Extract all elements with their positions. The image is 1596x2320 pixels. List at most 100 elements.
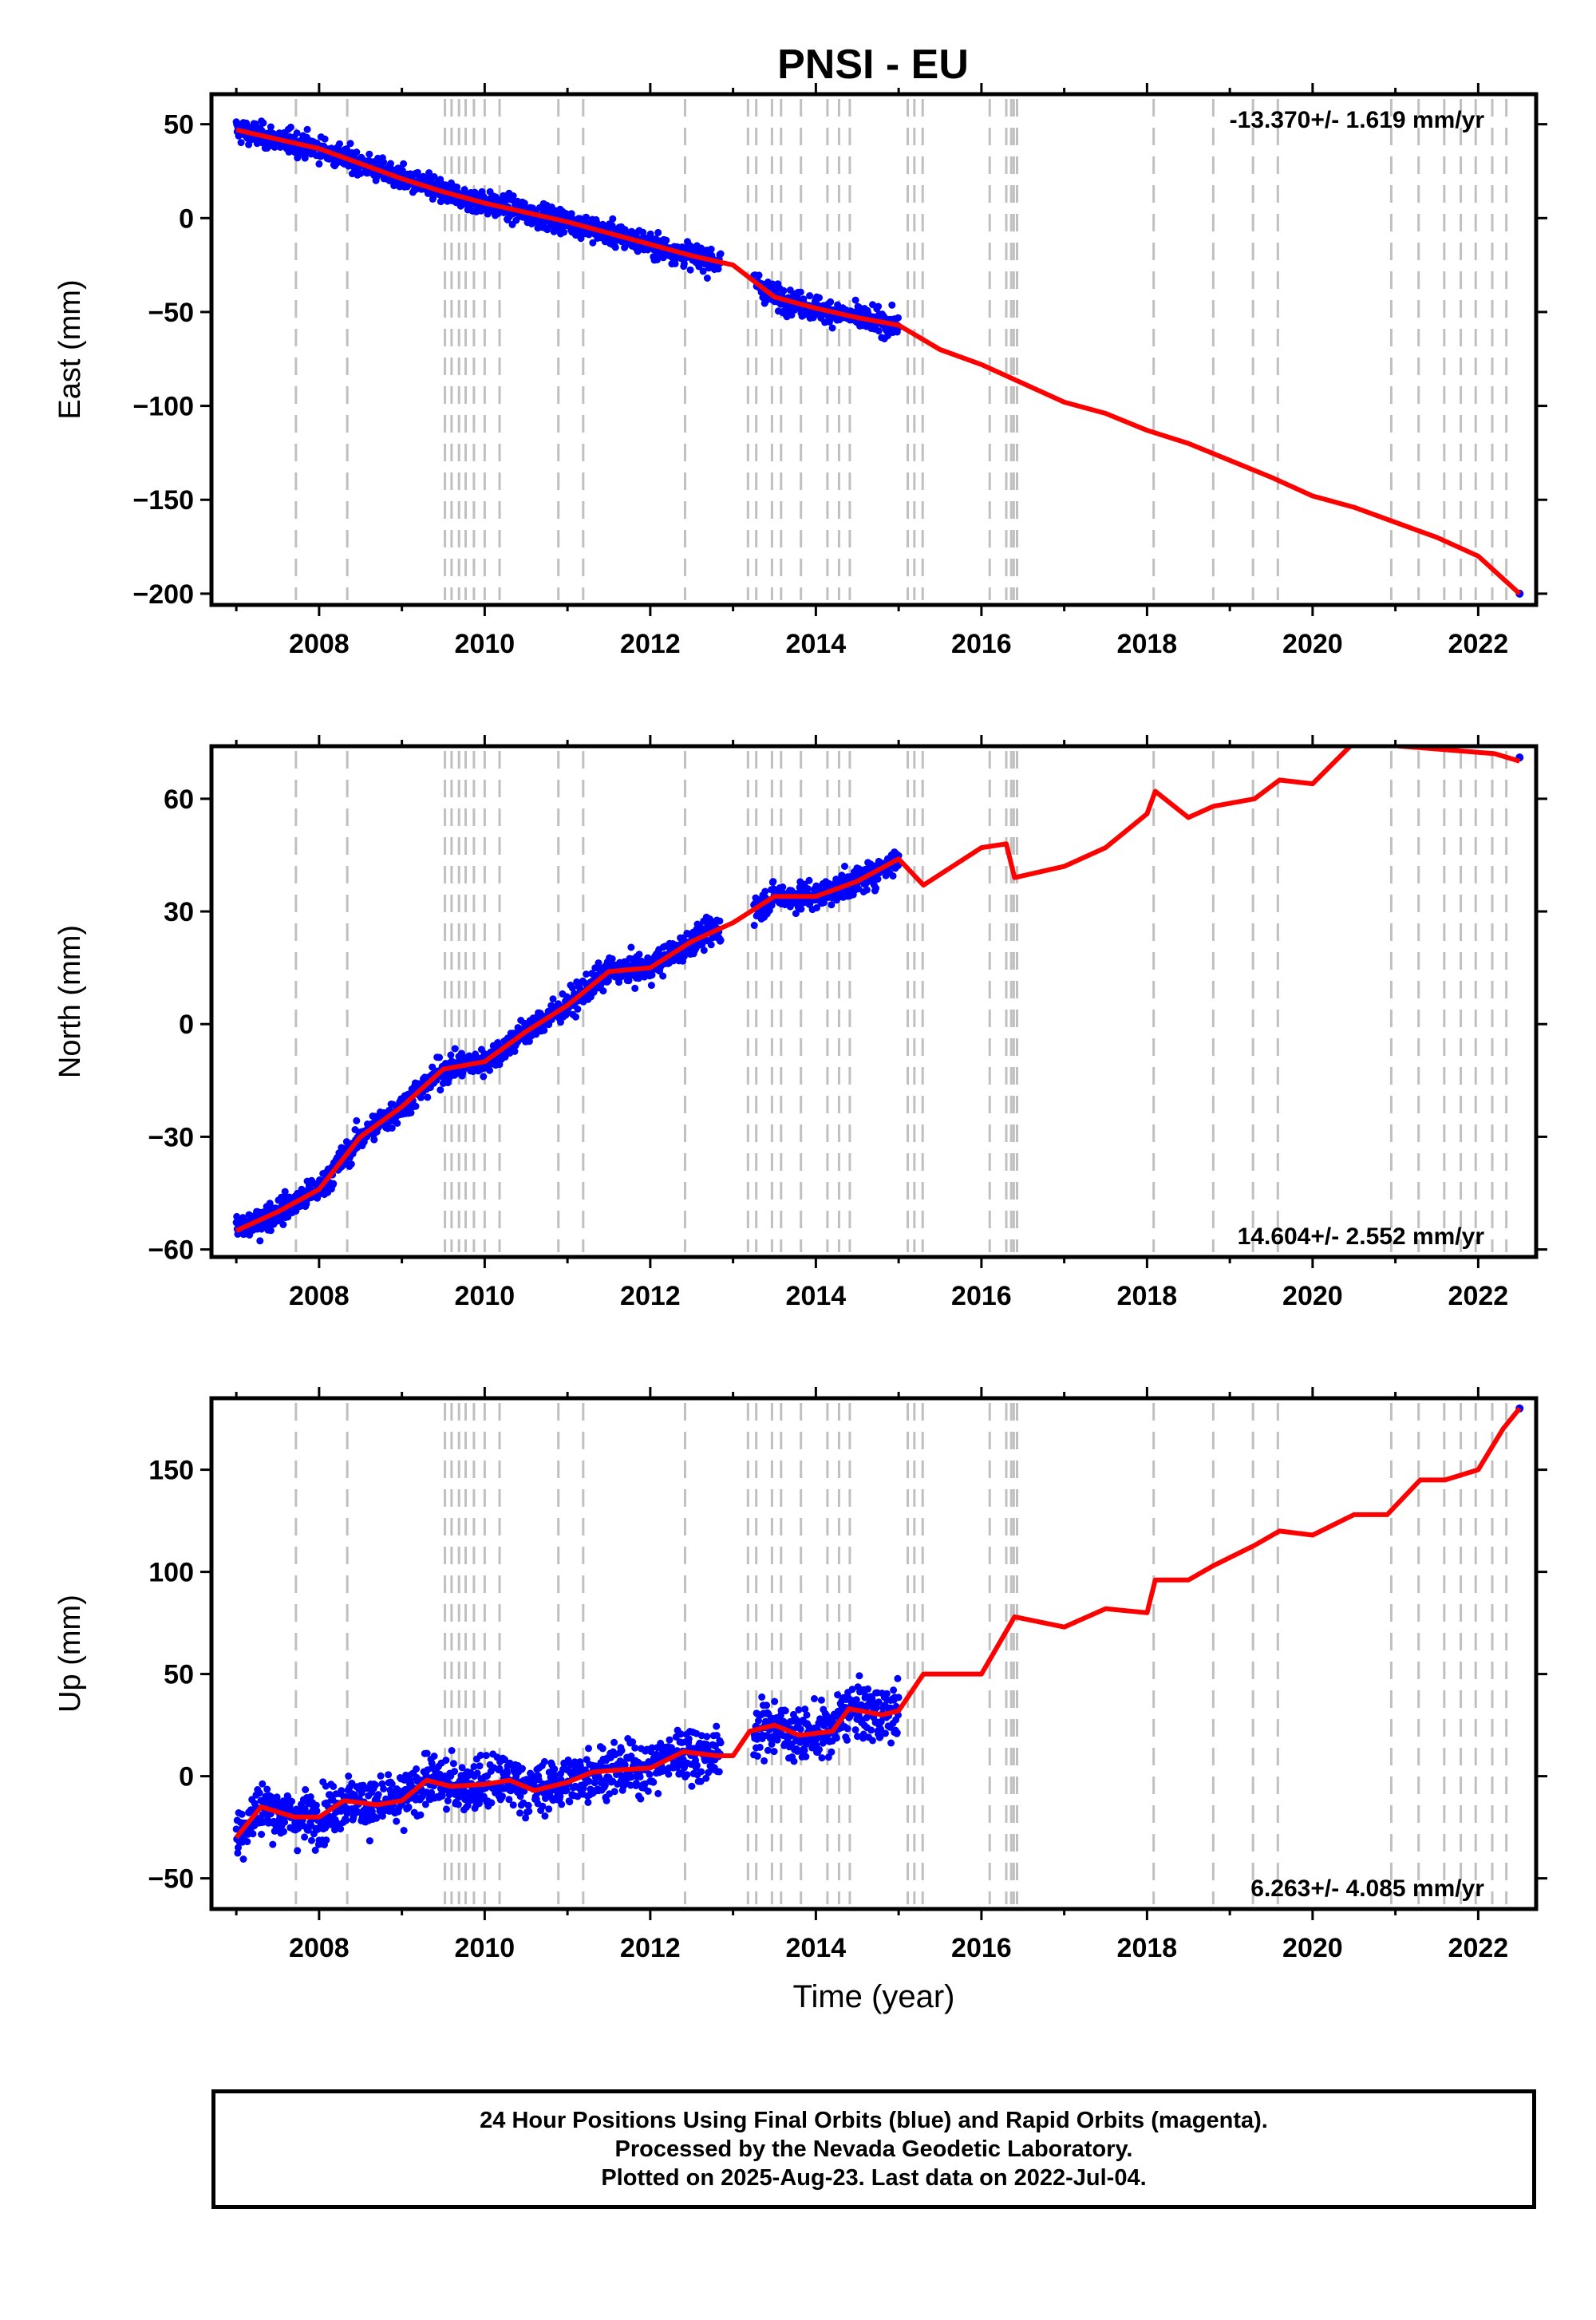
x-tick-label: 2014 [786,1281,847,1311]
observation-point [697,1768,705,1776]
observation-point [281,1818,289,1826]
observation-point [876,1733,884,1741]
observation-point [713,1722,721,1730]
observation-point [568,984,576,992]
observation-point [882,1729,889,1737]
observation-point [322,1836,330,1844]
observation-point [480,1073,488,1081]
observation-point [353,1117,361,1124]
observation-point [813,904,820,911]
y-axis-label: Up (mm) [53,1595,87,1713]
plot-frame [209,92,1539,607]
observation-point [697,244,705,252]
observation-point [267,123,275,131]
observation-point [875,1698,883,1706]
observation-point [683,1771,691,1779]
observation-point [448,1747,456,1754]
observation-point [875,327,883,335]
observation-point [621,1761,629,1769]
observation-point [430,173,438,180]
observation-point [820,1721,828,1729]
observation-point [482,1752,490,1760]
observation-point [258,1831,266,1838]
observation-point [293,129,301,137]
observation-point [604,977,612,985]
observation-point [486,1066,493,1074]
observation-point [267,1227,275,1235]
x-tick-label: 2014 [786,629,847,659]
observation-point [820,899,828,907]
observation-point [263,1785,271,1793]
observation-point [895,862,902,870]
plot-frame [209,1396,1539,1911]
observation-point [686,266,694,274]
observation-point [453,184,461,191]
observation-point [370,1136,378,1144]
observation-point [288,1797,295,1805]
observation-point [444,1797,452,1804]
observation-point [259,1780,267,1788]
observation-point [458,1764,466,1772]
observation-point [313,1807,321,1815]
observation-point [380,158,388,166]
observation-point [451,1768,459,1776]
observation-point [707,941,715,949]
observation-point [436,1053,444,1061]
rate-label: 6.263+/- 4.085 mm/yr [1250,1875,1484,1902]
observation-point [693,1761,701,1769]
observation-point [851,296,859,304]
observation-point [279,1220,287,1228]
observation-point [273,1793,281,1801]
observation-point [585,1777,593,1785]
observation-point [872,884,880,892]
observation-point [505,1796,513,1804]
observation-point [429,194,437,202]
observation-point [405,1803,413,1811]
observation-point [804,885,812,893]
observation-point [712,1742,719,1750]
x-tick-label: 2016 [951,1281,1012,1311]
y-axis-label: North (mm) [53,925,87,1078]
observation-point [764,1746,772,1754]
x-tick-label: 2016 [951,629,1012,659]
observation-point [255,1789,263,1797]
observation-point [632,1779,640,1787]
observation-point [671,259,679,267]
observation-point [646,1770,654,1778]
observation-point [393,1119,401,1127]
observation-point [539,1802,547,1810]
observation-point [854,1733,861,1741]
observation-point [423,1749,431,1757]
observation-point [294,1847,302,1855]
observation-point [779,883,787,891]
observation-point [377,1772,385,1780]
observation-point [365,1837,373,1845]
observation-point [769,878,777,886]
observation-point [714,265,722,273]
observation-point [887,1739,895,1747]
observation-point [358,1789,365,1797]
observation-point [855,885,863,893]
observation-point [627,1753,635,1760]
rate-label: 14.604+/- 2.552 mm/yr [1238,1223,1485,1250]
observation-point [805,876,813,884]
observation-point [753,1753,761,1760]
observation-point [662,236,670,244]
y-tick-label: 30 [164,897,194,927]
y-tick-label: 150 [148,1456,194,1486]
observation-point [417,1811,425,1819]
observation-point [654,228,662,236]
observation-point [611,243,619,251]
observation-point [585,1745,592,1753]
y-axis: −60 −30 0 30 60 [148,785,1547,1266]
x-tick-label: 2012 [620,1281,681,1311]
observation-point [286,123,294,131]
y-tick-label: −60 [148,1235,194,1266]
x-tick-label: 2020 [1282,629,1343,659]
observation-point [447,1051,455,1059]
x-tick-label: 2018 [1117,1933,1178,1963]
observation-point [609,215,617,223]
observation-point [817,1696,825,1704]
observation-point [843,1736,851,1744]
observation-point [859,1730,867,1738]
